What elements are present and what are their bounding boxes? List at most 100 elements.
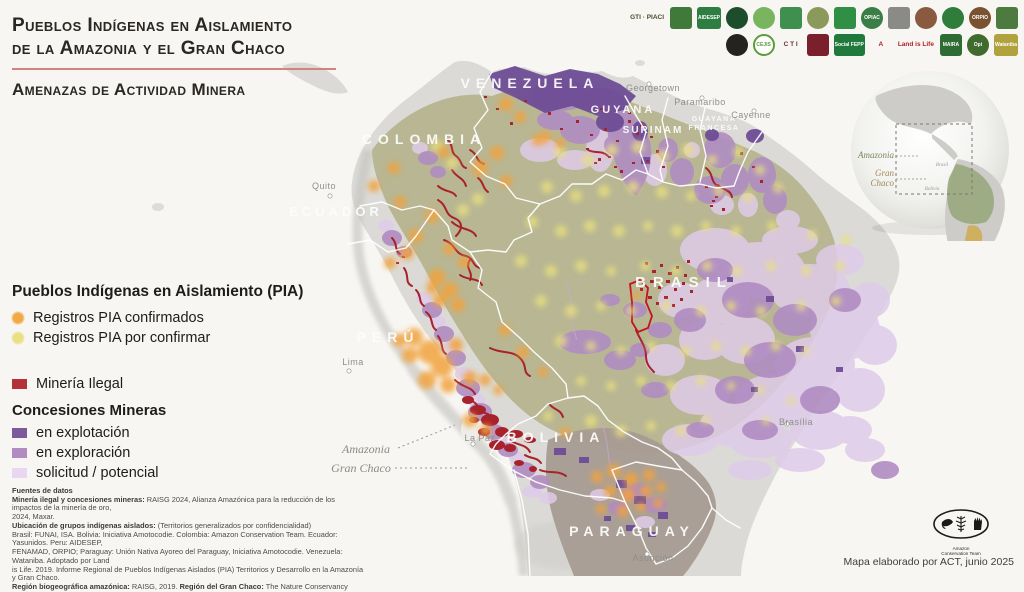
pia-confirmed-point <box>499 97 513 111</box>
globe-label-brasil: Brasil <box>936 163 949 168</box>
title-block: Pueblos Indígenas en Aislamiento de la A… <box>12 14 342 100</box>
legend-swatch <box>12 448 27 458</box>
city-label-asunción: Asunción <box>632 553 673 563</box>
globe-label-amazonia: Amazonia <box>857 150 895 160</box>
pia-unconfirmed-point <box>636 376 646 386</box>
pia-unconfirmed-point <box>702 261 712 271</box>
pia-confirmed-point <box>500 175 512 187</box>
sources-line: Región biogeográfica amazónica: RAISG, 2… <box>12 582 364 592</box>
legend-label: Registros PIA confirmados <box>33 310 204 326</box>
pia-unconfirmed-point <box>606 266 616 276</box>
pia-unconfirmed-point <box>702 416 710 424</box>
globe-label-bolivia: Bolivia <box>925 187 940 192</box>
legend-spacer <box>12 350 303 372</box>
pia-unconfirmed-point <box>565 305 577 317</box>
pia-confirmed-point <box>656 482 666 492</box>
sources-text: Minería ilegal y concesiones mineras: <box>12 494 145 504</box>
country-labels: VENEZUELA COLOMBIA ECUADOR PERÚ BRASIL BOLIVI… <box>289 75 738 539</box>
pia-unconfirmed-point <box>586 341 596 351</box>
partner-logo <box>807 7 829 29</box>
pia-confirmed-point <box>394 196 406 208</box>
act-logo-caption: Amazon Conservation Team <box>941 546 981 557</box>
legend-item: Registros PIA confirmados <box>12 310 303 326</box>
pia-unconfirmed-point <box>807 230 817 240</box>
partner-logos-row2: CEJIS C T I Social FEPP A Land is Life MAIRA O… <box>626 34 1018 56</box>
pia-unconfirmed-point <box>656 186 668 198</box>
pia-unconfirmed-point <box>802 347 810 355</box>
city-dot-brasília <box>784 421 790 427</box>
sources-text: 2024, Maxar. <box>12 512 55 522</box>
country-label-guayana: GUAYANA <box>692 116 737 123</box>
pia-unconfirmed-point <box>554 146 566 158</box>
a-logo: A <box>878 40 884 48</box>
partner-logo <box>996 7 1018 29</box>
partner-logo <box>725 34 748 56</box>
country-label-ecuador: ECUADOR <box>289 204 383 219</box>
legend-item: Registros PIA por confirmar <box>12 330 303 346</box>
pia-unconfirmed-point <box>686 191 696 201</box>
pia-unconfirmed-point <box>682 144 694 156</box>
city-label-quito: Quito <box>312 181 336 191</box>
pia-unconfirmed-point <box>741 346 751 356</box>
pia-unconfirmed-point <box>726 301 736 311</box>
city-labels: Georgetown Paramaribo Cayenne Quito Lima La P… <box>312 81 813 563</box>
pia-unconfirmed-point <box>543 411 553 421</box>
pia-unconfirmed-point <box>841 235 851 245</box>
partner-logo <box>753 7 775 29</box>
partner-logo <box>888 7 910 29</box>
legend-pia-header: Pueblos Indígenas en Aislamiento (PIA) <box>12 283 304 300</box>
region-labels: Amazonia Gran Chaco <box>331 442 391 475</box>
pia-unconfirmed-point <box>731 226 741 236</box>
pia-confirmed-point <box>539 131 551 143</box>
pia-unconfirmed-point <box>626 306 636 316</box>
wataniba-logo: Wataniba <box>993 34 1018 56</box>
pia-unconfirmed-point <box>535 295 547 307</box>
legend-concessions-header: Concesiones Mineras <box>12 402 167 419</box>
pia-unconfirmed-point <box>582 154 594 166</box>
partner-logo <box>806 34 829 56</box>
partner-logo <box>834 7 856 29</box>
pia-unconfirmed-point <box>727 382 735 390</box>
country-label-venezuela: VENEZUELA <box>461 75 600 91</box>
sources-line: FENAMAD, ORPIO; Paraguay: Unión Nativa A… <box>12 547 364 565</box>
pia-confirmed-point <box>480 424 492 436</box>
sources-text: RAISG, 2019. <box>129 582 180 592</box>
partner-logo <box>942 7 964 29</box>
map-attribution: Mapa elaborado por ACT, junio 2025 <box>843 556 1014 568</box>
city-dot-cayenne <box>751 108 757 114</box>
pia-confirmed-point <box>621 488 635 502</box>
pia-unconfirmed-point <box>661 301 671 311</box>
pia-unconfirmed-point <box>766 261 776 271</box>
pia-unconfirmed-point <box>756 386 764 394</box>
legend: Pueblos Indígenas en Aislamiento (PIA) R… <box>12 283 303 485</box>
pia-confirmed-point <box>438 146 450 158</box>
sources-header: Fuentes de datos <box>12 486 73 495</box>
legend-pia-items: Registros PIA confirmados Registros PIA p… <box>12 310 303 346</box>
pia-unconfirmed-point <box>575 260 587 272</box>
pia-confirmed-point <box>429 269 445 285</box>
pia-unconfirmed-point <box>596 301 606 311</box>
map-subtitle: Amenazas de Actividad Minera <box>12 80 246 100</box>
globe-extent-box <box>895 123 973 195</box>
pia-unconfirmed-point <box>606 381 616 391</box>
legend-concession-items: en explotación en exploración solicitud / … <box>12 425 303 481</box>
pia-unconfirmed-point <box>762 417 770 425</box>
city-label-cayenne: Cayenne <box>731 110 771 120</box>
pia-confirmed-point <box>591 471 603 483</box>
legend-item: solicitud / potencial <box>12 465 303 481</box>
sources-line: Ubicación de grupos indígenas aislados: … <box>12 521 364 531</box>
legend-label: solicitud / potencial <box>36 465 159 481</box>
pia-unconfirmed-point <box>671 266 681 276</box>
partner-logos-row1: GTI · PIACI AIDESEP OPIAC ORPIO <box>626 7 1018 29</box>
partner-logo <box>726 7 748 29</box>
pia-unconfirmed-point <box>681 346 691 356</box>
partner-logo <box>915 7 937 29</box>
pia-unconfirmed-point <box>541 181 553 193</box>
pia-confirmed-point <box>451 298 465 312</box>
pia-confirmed-point <box>514 111 526 123</box>
pia-unconfirmed-point <box>733 147 743 157</box>
pia-confirmed-point <box>426 282 438 294</box>
pia-unconfirmed-point <box>773 183 783 193</box>
